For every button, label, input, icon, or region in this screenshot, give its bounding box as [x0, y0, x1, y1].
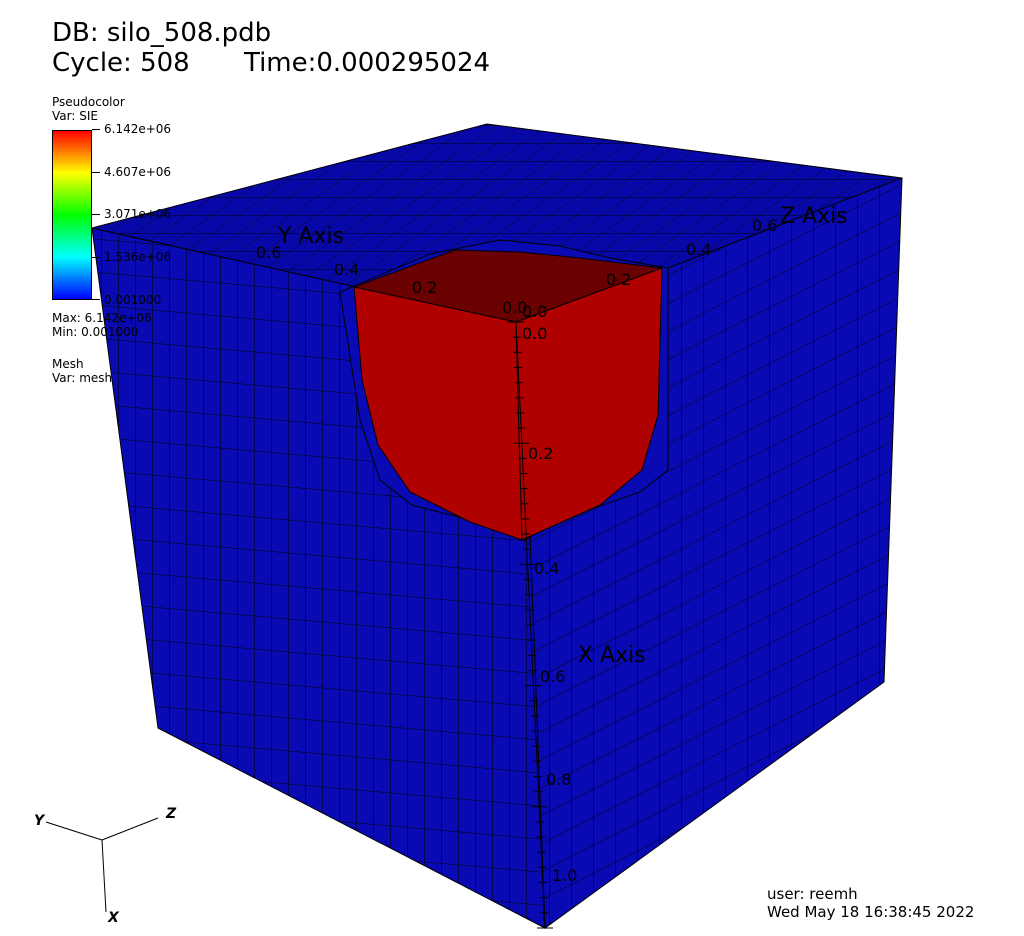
- x-tick-label: 0.2: [528, 444, 554, 463]
- time-label: Time:0.000295024: [243, 48, 491, 78]
- mesh-legend-variable: Var: mesh: [52, 371, 113, 385]
- legend-min: Min: 0.001000: [52, 325, 139, 339]
- x-tick-label: 0.8: [546, 770, 572, 789]
- legend-tick-3: 3.071e+06: [104, 207, 172, 221]
- x-tick-label: 1.0: [552, 866, 578, 885]
- triad-x-line: [101, 839, 107, 913]
- x-axis-label: X Axis: [578, 643, 646, 668]
- z-tick-label: 0.6: [752, 216, 778, 235]
- legend-tick-2: 4.607e+06: [104, 165, 172, 179]
- legend-max: Max: 6.142e+06: [52, 311, 152, 325]
- z-axis-label: Z Axis: [780, 204, 848, 229]
- legend-plot-type: Pseudocolor: [52, 95, 125, 109]
- triad-z-line: [101, 817, 159, 841]
- legend-tick-mark: [92, 299, 100, 300]
- x-tick-label: 0.0: [522, 324, 548, 343]
- y-tick-label: 0.6: [256, 243, 282, 262]
- x-tick-label: 0.6: [540, 667, 566, 686]
- legend-tick-max: 6.142e+06: [104, 122, 172, 136]
- x-axis-ticks: [508, 321, 553, 929]
- legend-tick-min: 0.001000: [104, 293, 162, 307]
- legend-tick-mark: [92, 257, 100, 258]
- timestamp-label: Wed May 18 16:38:45 2022: [767, 903, 975, 921]
- z-tick-label: 0.4: [686, 240, 712, 259]
- mesh-legend-title: Mesh: [52, 357, 84, 371]
- triad-y-line: [45, 821, 103, 841]
- y-tick-label: 0.4: [334, 260, 360, 279]
- legend-tick-mark: [92, 214, 100, 215]
- user-label: user: reemh: [767, 885, 858, 903]
- y-tick-label: 0.0: [502, 298, 528, 317]
- z-tick-label: 0.0: [522, 302, 548, 321]
- triad-x-label: X: [108, 910, 119, 926]
- legend-variable: Var: SIE: [52, 109, 98, 123]
- triad-z-label: Z: [166, 806, 177, 822]
- database-title: DB: silo_508.pdb: [52, 18, 272, 48]
- legend-tick-mark: [92, 172, 100, 173]
- y-axis-label: Y Axis: [278, 224, 345, 249]
- x-tick-label: 0.4: [534, 559, 560, 578]
- legend-tick-mark: [92, 129, 100, 130]
- hot-region-right: [515, 267, 663, 541]
- legend-colorbar: [52, 130, 92, 300]
- cycle-time-line: Cycle: 508 Time:0.000295024: [52, 48, 490, 78]
- cycle-label: Cycle: 508: [52, 48, 190, 78]
- y-tick-label: 0.2: [412, 278, 438, 297]
- user-footer: user: reemh Wed May 18 16:38:45 2022: [767, 885, 974, 921]
- z-tick-label: 0.2: [606, 270, 632, 289]
- triad-y-label: Y: [34, 813, 45, 829]
- legend-tick-4: 1.536e+06: [104, 250, 172, 264]
